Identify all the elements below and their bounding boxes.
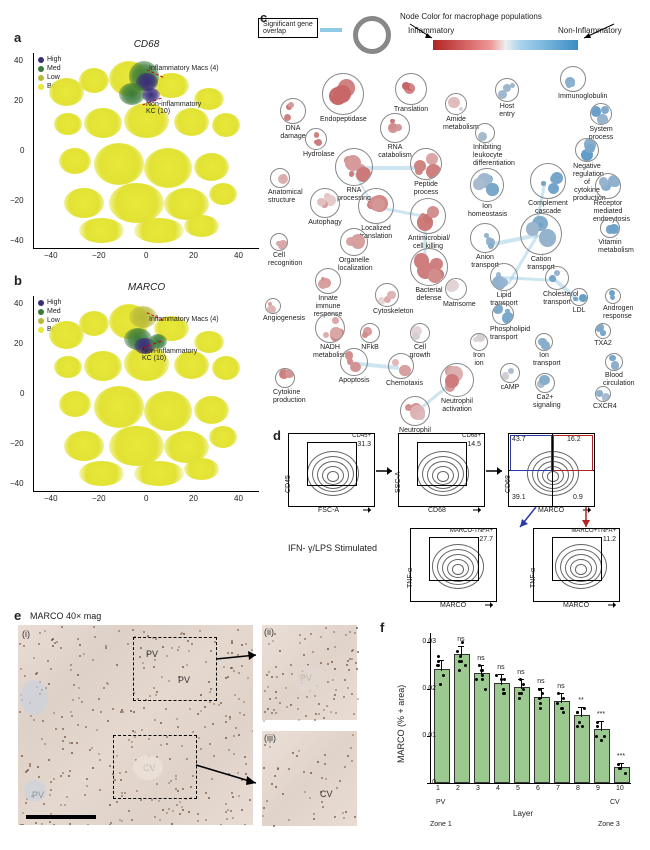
network-node: Ca2+ signaling [533,373,557,410]
scale-bar [26,815,96,819]
histo-panel: MARCO 40× mag (i) PV PV PV CV (ii) PV (i [18,613,358,838]
panel-d-label: d [273,428,281,443]
bar [434,669,450,784]
network-node: TXA2 [593,323,613,348]
network-node: Ion transport [533,333,555,368]
bar [534,697,550,783]
bar [454,654,470,783]
network-node: Phospholipid transport [490,303,516,342]
roman-ii: (ii) [264,627,274,637]
network-node: Complement cascade [528,163,568,216]
network-node: Receptor mediated endocytosis [593,173,623,224]
network-node: Chemotaxis [386,353,416,388]
zone1: Zone 1 [430,821,452,828]
network-node: Peptide process [408,148,444,197]
network-node: Angiogenesis [263,298,283,323]
facs-plot: CD45+31.3 [288,433,375,507]
panel-f-label: f [380,620,384,635]
zone-cv: CV [610,799,620,806]
facs-panel: CD45+31.3CD45FSC-ACD68+14.5SSC-ACD6843.7… [288,433,638,603]
network-node: Translation [393,73,429,114]
network-node: Amide metabolism [443,93,469,132]
tsne-b-title: MARCO [128,282,165,293]
bar-chart: nsnsnsnsnsns******** [430,633,631,784]
bar [514,687,530,783]
facs-plot: MARCO+TNFA+11.2 [533,528,620,602]
network-node: CXCR4 [593,386,613,411]
network-panel: Significant gene overlap Node Color for … [258,18,638,423]
bar [474,673,490,783]
bar-xlabel: Layer [513,809,533,818]
network-node: Cation transport [518,213,564,272]
annot-noninflam-b: Non-inflammatory KC (10) [142,348,197,362]
network-node: Blood circulation [603,353,625,388]
stim-label: IFN- γ/LPS Stimulated [288,543,377,553]
zone-pv: PV [436,799,445,806]
network-node: Host entry [493,78,521,119]
network-node: Inhibiting leukocyte differentiation [473,123,497,168]
tsne-panel-a: CD68 High Med Low Bottom Inflammatory Ma… [33,53,259,249]
network-node: Androgen response [603,288,623,321]
network-node: Cytokine production [273,368,297,405]
gradient-bar [433,40,578,50]
roman-i: (i) [22,629,30,639]
network-node: Hydrolase [303,128,329,159]
network-node: Autophagy [308,188,342,227]
dashed-pv [133,637,217,701]
network-node: Cytoskeleton [373,283,401,316]
figure-root: a CD68 High Med Low Bottom Inflammatory … [8,8,642,842]
network-node: Vitamin metabolism [598,218,622,255]
network-node: Organelle localization [338,228,370,273]
network-node: Cholesterol transport [543,266,571,307]
network-node: LDL [568,288,590,315]
histo-detail-ii: (ii) PV [262,625,357,720]
histo-detail-iii: (iii) CV [262,731,357,826]
tsne-a-title: CD68 [134,39,160,50]
bar [614,767,630,783]
tsne-panel-b: MARCO High Med Low Bottom Inflammatory M… [33,296,259,492]
panel-b-label: b [14,273,22,288]
facs-plot: 43.716.239.10.9 [508,433,595,507]
legend-med: Med [47,64,61,73]
node-color-label: Node Color for macrophage populations [400,12,542,21]
legend-high: High [47,55,61,64]
network-node: Matrisome [443,278,469,309]
facs-plot: MARCO-TNFA+27.7 [410,528,497,602]
bar [494,683,510,783]
network-node: Ion homeostasis [468,168,506,219]
network-node: System process [588,103,614,142]
network-node: Neutrophil activation [438,363,476,414]
network-node: Anatomical structure [268,168,292,205]
histo-title: MARCO 40× mag [30,611,101,621]
facs-plot: CD68+14.5 [398,433,485,507]
bar-ylabel: MARCO (% + area) [396,685,406,763]
panel-a-label: a [14,30,21,45]
zone3: Zone 3 [598,821,620,828]
roman-iii: (iii) [264,733,276,743]
network-node: RNA catabolism [378,113,412,160]
network-node: Immunoglobulin [558,66,588,101]
bar-panel: MARCO (% + area) nsnsnsnsnsns******** 00… [388,623,638,838]
network-node: Innate immune response [313,268,343,319]
network-node: Cell recognition [268,233,290,268]
network-node: Lipid transport [488,263,520,308]
annot-noninflam-a: Non-inflammatory KC (10) [146,101,201,115]
network-node: Endopeptidase [320,73,366,124]
donut-icon [353,16,391,54]
overlap-key: Significant gene overlap [258,18,318,38]
network-node: cAMP [498,363,522,392]
network-node: Apoptosis [338,348,370,385]
overlap-line-icon [320,28,342,32]
annot-inflam-a: Inflammatory Macs (4) [149,65,219,72]
network-node: Antimicrobial/ cell killing [408,198,448,251]
annot-inflam-b: Inflammatory Macs (4) [149,316,219,323]
